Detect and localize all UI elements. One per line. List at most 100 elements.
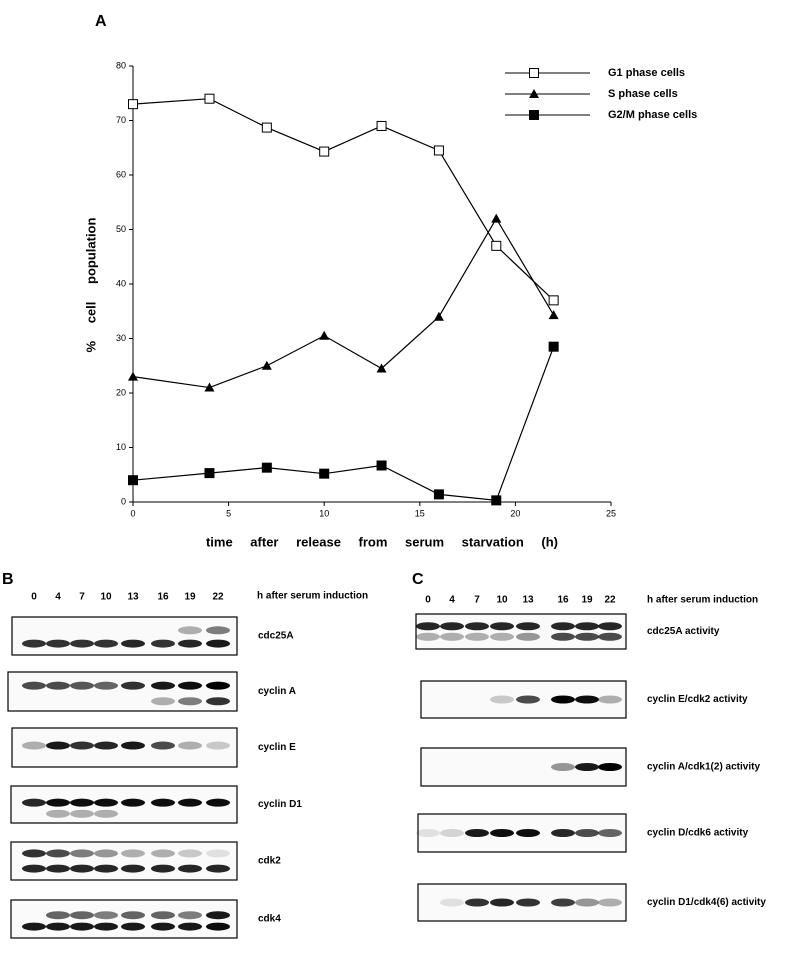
- blot-band: [121, 798, 145, 807]
- marker: [376, 120, 387, 131]
- y-axis-label: % cell population: [83, 217, 98, 352]
- y-tick-label: 50: [116, 224, 126, 234]
- legend-marker: [529, 68, 539, 78]
- x-axis-label: time after release from serum starvation…: [206, 534, 558, 549]
- marker: [319, 146, 330, 157]
- blot-band: [575, 763, 599, 771]
- blot-band: [178, 864, 202, 873]
- blot-band: [70, 741, 94, 750]
- blot-band: [551, 622, 575, 631]
- blot-band: [22, 798, 46, 807]
- blot-band: [94, 849, 118, 858]
- blot-band: [551, 763, 575, 771]
- y-tick-label: 70: [116, 115, 126, 125]
- blot-band: [178, 922, 202, 931]
- blot-band: [516, 829, 540, 837]
- x-tick-label: 5: [226, 508, 231, 518]
- blot-band: [178, 798, 202, 807]
- blot-band: [206, 911, 230, 920]
- blot-band: [206, 864, 230, 873]
- marker: [261, 122, 272, 133]
- blot-band: [551, 898, 575, 907]
- x-tick-label: 10: [319, 508, 329, 518]
- blot-band: [178, 849, 202, 858]
- lane-label: 4: [55, 592, 61, 603]
- blot-band: [94, 681, 118, 690]
- blot-band: [490, 829, 514, 837]
- blot-band: [598, 622, 622, 631]
- blot-frame: [415, 613, 627, 650]
- lane-label: 22: [604, 595, 616, 606]
- blot-band: [490, 632, 514, 641]
- blot-frame: [7, 671, 238, 712]
- blot-band: [46, 922, 70, 931]
- blot-band: [121, 922, 145, 931]
- blot-band: [178, 911, 202, 920]
- marker: [433, 145, 444, 156]
- blot-band: [94, 809, 118, 818]
- blot-frame: [10, 841, 238, 881]
- blot-band: [440, 622, 464, 631]
- marker: [433, 311, 444, 321]
- blot-band: [206, 681, 230, 690]
- marker: [128, 371, 138, 381]
- blot-band: [490, 898, 514, 907]
- blot-band: [440, 829, 464, 837]
- blot-label: cyclin D1: [258, 799, 302, 810]
- blot-label: cyclin A/cdk1(2) activity: [647, 762, 760, 773]
- blot-band: [70, 849, 94, 858]
- marker: [376, 460, 387, 471]
- lane-label: 7: [79, 592, 85, 603]
- blot-band: [516, 695, 540, 704]
- blot-frame: [11, 616, 238, 656]
- lane-label: 13: [127, 592, 139, 603]
- blot-band: [206, 849, 230, 858]
- blot-band: [465, 632, 489, 641]
- blot-band: [416, 829, 440, 837]
- blot-band: [575, 622, 599, 631]
- blot-band: [598, 829, 622, 837]
- blot-band: [121, 911, 145, 920]
- blot-band: [516, 898, 540, 907]
- y-tick-label: 10: [116, 442, 126, 452]
- blot-band: [70, 911, 94, 920]
- blot-label: cdk2: [258, 856, 281, 867]
- blot-band: [551, 695, 575, 704]
- blot-band: [178, 741, 202, 750]
- blot-band: [70, 809, 94, 818]
- blot-band: [440, 898, 464, 907]
- marker: [204, 382, 215, 392]
- blot-band: [178, 697, 202, 706]
- blot-band: [516, 632, 540, 641]
- legend-marker: [529, 110, 539, 120]
- marker: [319, 468, 330, 479]
- marker: [128, 99, 138, 110]
- marker: [128, 475, 138, 486]
- blot-band: [151, 911, 175, 920]
- marker: [491, 213, 502, 223]
- blot-band: [46, 849, 70, 858]
- series-line: [132, 346, 555, 502]
- blot-band: [70, 681, 94, 690]
- lane-label: 13: [522, 595, 534, 606]
- blot-label: cdc25A activity: [647, 626, 720, 637]
- blot-band: [151, 922, 175, 931]
- blot-band: [22, 922, 46, 931]
- y-tick-label: 30: [116, 333, 126, 343]
- lane-label: 0: [31, 592, 37, 603]
- blot-label: cdc25A: [258, 631, 294, 642]
- blot-band: [151, 681, 175, 690]
- blot-band: [416, 632, 440, 641]
- blot-band: [22, 741, 46, 750]
- blot-label: cyclin E/cdk2 activity: [647, 694, 748, 705]
- blot-band: [598, 763, 622, 771]
- blot-band: [575, 898, 599, 907]
- blot-band: [465, 622, 489, 631]
- blot-frame: [10, 899, 238, 939]
- lane-label: 7: [474, 595, 480, 606]
- blot-band: [490, 695, 514, 704]
- marker: [548, 341, 559, 352]
- y-tick-label: 20: [116, 387, 126, 397]
- blot-band: [94, 639, 118, 648]
- marker: [548, 295, 559, 306]
